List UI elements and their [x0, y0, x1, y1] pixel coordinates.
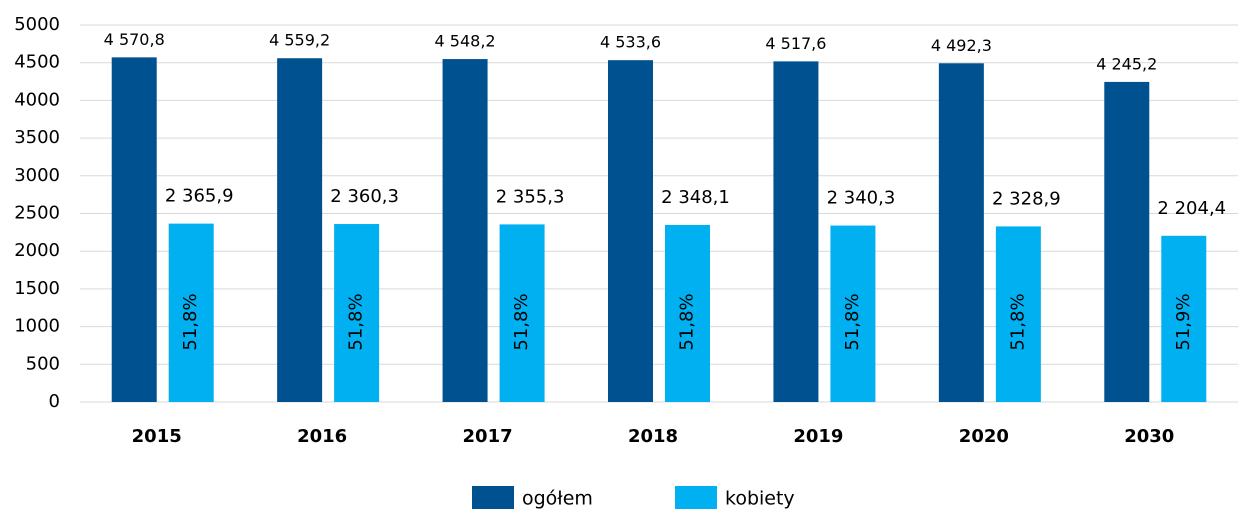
share-label: 51,8% [1007, 293, 1028, 350]
x-tick-label: 2015 [132, 426, 182, 447]
bar [995, 226, 1041, 402]
y-tick-label: 3500 [14, 127, 60, 148]
bar [1161, 235, 1207, 402]
share-label: 51,8% [677, 293, 698, 350]
legend-swatch [675, 486, 717, 509]
value-label: 4 559,2 [269, 31, 330, 50]
legend-swatch [472, 486, 514, 509]
bar [1104, 81, 1150, 402]
y-tick-label: 1000 [14, 316, 60, 337]
x-tick-label: 2018 [628, 426, 678, 447]
y-tick-label: 500 [26, 353, 60, 374]
legend-label: kobiety [725, 488, 795, 509]
bar [665, 224, 710, 402]
bar [773, 61, 819, 403]
y-tick-label: 4000 [14, 89, 60, 110]
y-tick-label: 2000 [14, 240, 60, 261]
x-tick-label: 2016 [297, 426, 347, 447]
bar [499, 224, 545, 402]
y-tick-label: 2500 [14, 203, 60, 224]
legend-label: ogółem [522, 488, 593, 509]
value-label: 2 340,3 [827, 188, 896, 209]
value-label: 2 355,3 [496, 186, 565, 207]
bar [608, 60, 653, 402]
value-label: 2 328,9 [992, 188, 1061, 209]
x-tick-label: 2030 [1124, 426, 1174, 447]
bar [938, 63, 984, 402]
share-label: 51,9% [1173, 293, 1194, 350]
share-label: 51,8% [180, 293, 201, 350]
bar [830, 225, 876, 402]
y-tick-label: 4500 [14, 52, 60, 73]
value-label: 2 360,3 [330, 186, 399, 207]
bar [111, 57, 157, 402]
y-tick-label: 5000 [14, 14, 60, 35]
bar [168, 223, 214, 402]
x-tick-label: 2019 [793, 426, 843, 447]
x-tick-label: 2017 [463, 426, 513, 447]
value-label: 4 517,6 [765, 34, 826, 53]
y-tick-label: 0 [49, 391, 60, 412]
value-label: 2 204,4 [1157, 198, 1226, 219]
value-label: 4 492,3 [931, 36, 992, 55]
share-label: 51,8% [346, 293, 367, 350]
bar [277, 58, 323, 402]
bar [442, 59, 488, 402]
y-tick-label: 1500 [14, 278, 60, 299]
value-label: 4 570,8 [104, 30, 165, 49]
value-label: 2 365,9 [165, 186, 234, 207]
value-label: 4 245,2 [1096, 54, 1157, 73]
value-label: 4 533,6 [600, 33, 661, 52]
value-label: 2 348,1 [661, 187, 730, 208]
share-label: 51,8% [842, 293, 863, 350]
y-tick-label: 3000 [14, 165, 60, 186]
value-label: 4 548,2 [435, 32, 496, 51]
x-tick-label: 2020 [959, 426, 1009, 447]
bar [334, 224, 380, 402]
share-label: 51,8% [511, 293, 532, 350]
